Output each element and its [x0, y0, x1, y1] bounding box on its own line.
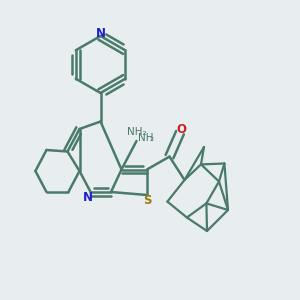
Text: O: O	[176, 123, 186, 136]
Text: NH: NH	[138, 133, 154, 143]
Text: N: N	[95, 27, 106, 40]
Text: S: S	[143, 194, 152, 207]
Text: ₂: ₂	[149, 133, 154, 143]
Text: N: N	[83, 191, 93, 204]
Text: NH₂: NH₂	[127, 128, 146, 137]
